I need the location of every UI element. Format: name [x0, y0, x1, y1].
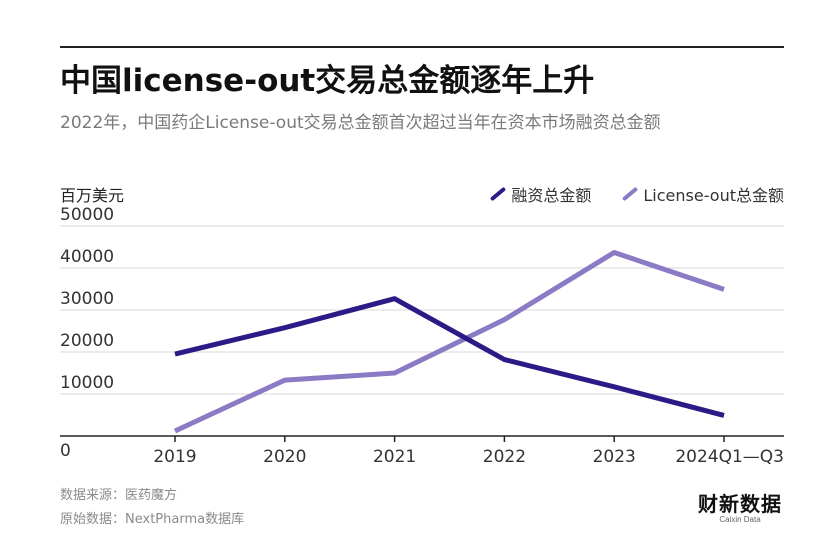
caixin-data-logo: 财新数据 Caixin Data — [698, 488, 782, 524]
data-source: 数据来源：医药魔方 — [60, 488, 178, 503]
top-rule — [60, 46, 784, 48]
y-axis-unit-label: 百万美元 — [60, 186, 125, 205]
x-tick-label: 2020 — [263, 447, 306, 467]
y-tick-label: 10000 — [60, 373, 114, 393]
original-data-source: 原始数据：NextPharma数据库 — [60, 512, 245, 527]
logo-main-text: 财新数据 — [698, 492, 782, 516]
y-tick-label: 20000 — [60, 331, 114, 351]
logo-sub-text: Caixin Data — [719, 515, 761, 524]
legend-item-financing: 融资总金额 — [489, 182, 591, 206]
legend-item-license-out: License-out总金额 — [621, 182, 784, 206]
legend-label-financing: 融资总金额 — [511, 186, 592, 205]
chart-subtitle: 2022年，中国药企License-out交易总金额首次超过当年在资本市场融资总… — [60, 113, 661, 133]
y-tick-label: 40000 — [60, 247, 114, 267]
x-tick-label: 2024Q1—Q3 — [675, 447, 784, 467]
legend-label-license-out: License-out总金额 — [643, 186, 784, 205]
x-tick-label: 2019 — [153, 447, 196, 467]
y-tick-label: 0 — [60, 441, 71, 461]
x-tick-label: 2022 — [483, 447, 526, 467]
legend: 融资总金额 License-out总金额 — [489, 182, 784, 206]
x-tick-label: 2023 — [593, 447, 636, 467]
chart-title: 中国license-out交易总金额逐年上升 — [60, 63, 595, 99]
y-tick-label: 30000 — [60, 289, 114, 309]
y-tick-label: 50000 — [60, 205, 114, 225]
series-line-financing — [174, 296, 725, 418]
x-tick-label: 2021 — [373, 447, 416, 467]
series-line-license-out — [173, 249, 725, 434]
